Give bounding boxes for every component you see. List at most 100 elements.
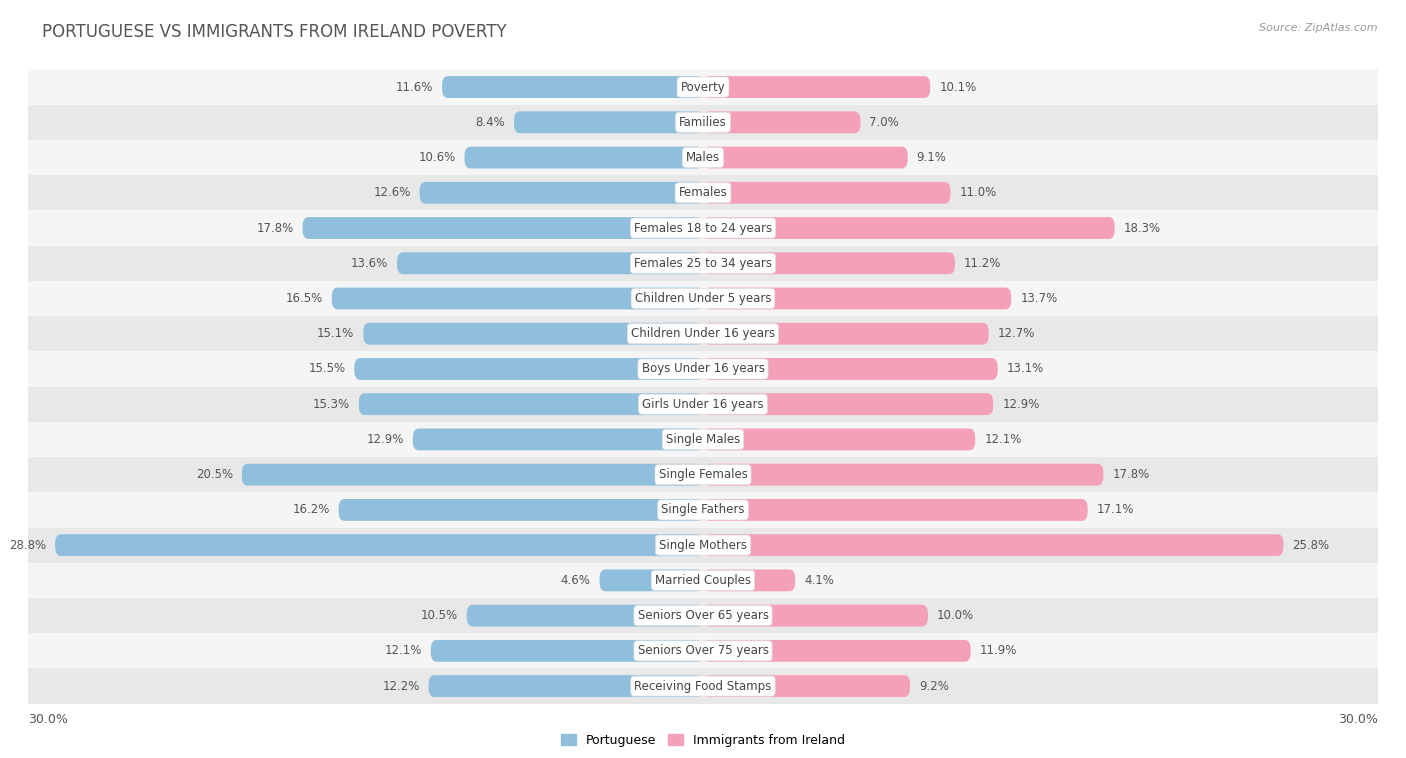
FancyBboxPatch shape (419, 182, 703, 204)
Text: 4.1%: 4.1% (804, 574, 834, 587)
FancyBboxPatch shape (599, 569, 703, 591)
Text: 10.6%: 10.6% (419, 151, 456, 164)
FancyBboxPatch shape (354, 358, 703, 380)
FancyBboxPatch shape (302, 217, 703, 239)
Text: Married Couples: Married Couples (655, 574, 751, 587)
Bar (28, 669, 1378, 703)
Text: 9.1%: 9.1% (917, 151, 946, 164)
FancyBboxPatch shape (703, 569, 796, 591)
Text: 15.5%: 15.5% (308, 362, 346, 375)
Text: 8.4%: 8.4% (475, 116, 505, 129)
FancyBboxPatch shape (703, 675, 910, 697)
FancyBboxPatch shape (359, 393, 703, 415)
Text: 18.3%: 18.3% (1123, 221, 1161, 234)
Bar (28, 598, 1378, 633)
Text: Females 18 to 24 years: Females 18 to 24 years (634, 221, 772, 234)
Text: 12.1%: 12.1% (384, 644, 422, 657)
Text: Single Females: Single Females (658, 468, 748, 481)
FancyBboxPatch shape (703, 464, 1104, 486)
FancyBboxPatch shape (703, 499, 1088, 521)
FancyBboxPatch shape (55, 534, 703, 556)
Text: 12.7%: 12.7% (998, 327, 1035, 340)
Bar (28, 562, 1378, 598)
Text: Boys Under 16 years: Boys Under 16 years (641, 362, 765, 375)
Text: 10.5%: 10.5% (420, 609, 458, 622)
FancyBboxPatch shape (339, 499, 703, 521)
Text: PORTUGUESE VS IMMIGRANTS FROM IRELAND POVERTY: PORTUGUESE VS IMMIGRANTS FROM IRELAND PO… (42, 23, 506, 41)
Text: Children Under 16 years: Children Under 16 years (631, 327, 775, 340)
Text: 10.1%: 10.1% (939, 80, 976, 93)
Text: 4.6%: 4.6% (561, 574, 591, 587)
Bar (28, 457, 1378, 492)
FancyBboxPatch shape (703, 605, 928, 627)
Text: 11.2%: 11.2% (965, 257, 1001, 270)
FancyBboxPatch shape (441, 76, 703, 98)
FancyBboxPatch shape (703, 534, 1284, 556)
Text: 25.8%: 25.8% (1292, 539, 1330, 552)
Bar (28, 492, 1378, 528)
Text: 28.8%: 28.8% (8, 539, 46, 552)
Bar (28, 633, 1378, 669)
FancyBboxPatch shape (703, 111, 860, 133)
FancyBboxPatch shape (703, 393, 993, 415)
Text: 11.0%: 11.0% (959, 186, 997, 199)
Text: 11.9%: 11.9% (980, 644, 1017, 657)
Text: Poverty: Poverty (681, 80, 725, 93)
Text: 30.0%: 30.0% (1339, 713, 1378, 725)
Text: 17.8%: 17.8% (256, 221, 294, 234)
Text: 12.6%: 12.6% (373, 186, 411, 199)
Bar (28, 105, 1378, 140)
Text: Seniors Over 75 years: Seniors Over 75 years (637, 644, 769, 657)
Text: Single Males: Single Males (666, 433, 740, 446)
FancyBboxPatch shape (703, 76, 931, 98)
Text: Source: ZipAtlas.com: Source: ZipAtlas.com (1260, 23, 1378, 33)
Text: 12.9%: 12.9% (1002, 398, 1039, 411)
Bar (28, 421, 1378, 457)
Text: 17.8%: 17.8% (1112, 468, 1150, 481)
Text: 12.1%: 12.1% (984, 433, 1022, 446)
Text: 30.0%: 30.0% (28, 713, 67, 725)
Text: Females: Females (679, 186, 727, 199)
Text: 16.2%: 16.2% (292, 503, 329, 516)
Text: Single Mothers: Single Mothers (659, 539, 747, 552)
FancyBboxPatch shape (703, 182, 950, 204)
FancyBboxPatch shape (242, 464, 703, 486)
FancyBboxPatch shape (703, 358, 998, 380)
FancyBboxPatch shape (703, 323, 988, 345)
FancyBboxPatch shape (703, 428, 976, 450)
Bar (28, 528, 1378, 562)
FancyBboxPatch shape (396, 252, 703, 274)
FancyBboxPatch shape (703, 287, 1011, 309)
Legend: Portuguese, Immigrants from Ireland: Portuguese, Immigrants from Ireland (555, 729, 851, 752)
Text: Receiving Food Stamps: Receiving Food Stamps (634, 680, 772, 693)
FancyBboxPatch shape (363, 323, 703, 345)
Bar (28, 387, 1378, 421)
Text: 13.1%: 13.1% (1007, 362, 1043, 375)
Text: 17.1%: 17.1% (1097, 503, 1135, 516)
Bar (28, 211, 1378, 246)
Text: Seniors Over 65 years: Seniors Over 65 years (637, 609, 769, 622)
Text: 13.6%: 13.6% (352, 257, 388, 270)
Text: 13.7%: 13.7% (1021, 292, 1057, 305)
Text: Males: Males (686, 151, 720, 164)
FancyBboxPatch shape (429, 675, 703, 697)
Text: 16.5%: 16.5% (285, 292, 323, 305)
Text: 12.9%: 12.9% (367, 433, 404, 446)
Bar (28, 352, 1378, 387)
FancyBboxPatch shape (703, 640, 970, 662)
FancyBboxPatch shape (515, 111, 703, 133)
FancyBboxPatch shape (464, 146, 703, 168)
Text: 10.0%: 10.0% (936, 609, 974, 622)
FancyBboxPatch shape (332, 287, 703, 309)
Bar (28, 175, 1378, 211)
Text: 12.2%: 12.2% (382, 680, 419, 693)
FancyBboxPatch shape (703, 217, 1115, 239)
Text: 15.1%: 15.1% (318, 327, 354, 340)
Bar (28, 70, 1378, 105)
Bar (28, 281, 1378, 316)
FancyBboxPatch shape (467, 605, 703, 627)
Text: Single Fathers: Single Fathers (661, 503, 745, 516)
Text: 11.6%: 11.6% (395, 80, 433, 93)
Text: Families: Families (679, 116, 727, 129)
FancyBboxPatch shape (430, 640, 703, 662)
